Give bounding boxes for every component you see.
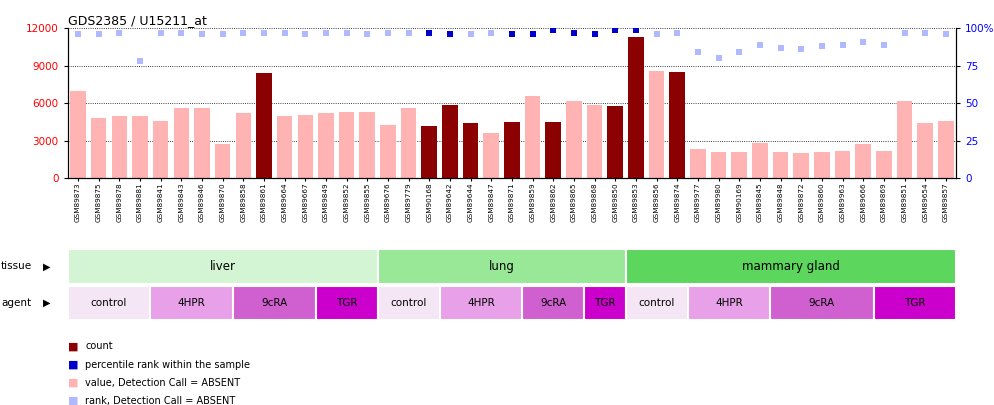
Text: control: control bbox=[90, 298, 127, 308]
Text: ▶: ▶ bbox=[43, 261, 51, 271]
Text: TGR: TGR bbox=[336, 298, 357, 308]
Bar bbox=[483, 133, 499, 178]
Bar bbox=[917, 123, 933, 178]
Bar bbox=[174, 108, 189, 178]
Bar bbox=[522, 286, 584, 320]
Text: control: control bbox=[638, 298, 675, 308]
Text: mammary gland: mammary gland bbox=[742, 260, 840, 273]
Text: ▶: ▶ bbox=[43, 298, 51, 308]
Bar bbox=[68, 286, 150, 320]
Text: ■: ■ bbox=[68, 360, 79, 369]
Text: liver: liver bbox=[210, 260, 236, 273]
Bar bbox=[525, 96, 541, 178]
Text: 9cRA: 9cRA bbox=[540, 298, 567, 308]
Bar bbox=[132, 116, 148, 178]
Bar bbox=[233, 286, 315, 320]
Bar bbox=[380, 124, 396, 178]
Text: ■: ■ bbox=[68, 396, 79, 405]
Bar bbox=[793, 153, 809, 178]
Bar bbox=[442, 104, 457, 178]
Text: TGR: TGR bbox=[594, 298, 615, 308]
Bar bbox=[732, 152, 746, 178]
Bar bbox=[938, 121, 953, 178]
Bar bbox=[401, 108, 416, 178]
Bar bbox=[874, 286, 956, 320]
Bar bbox=[690, 149, 706, 178]
Bar bbox=[770, 286, 874, 320]
Bar bbox=[153, 121, 168, 178]
Text: control: control bbox=[391, 298, 426, 308]
Bar bbox=[688, 286, 770, 320]
Text: GDS2385 / U15211_at: GDS2385 / U15211_at bbox=[68, 14, 207, 27]
Bar bbox=[752, 143, 767, 178]
Bar bbox=[194, 108, 210, 178]
Bar bbox=[835, 151, 850, 178]
Bar bbox=[897, 101, 912, 178]
Bar bbox=[68, 249, 378, 284]
Bar bbox=[256, 73, 271, 178]
Bar bbox=[150, 286, 233, 320]
Text: count: count bbox=[85, 341, 113, 351]
Text: 4HPR: 4HPR bbox=[178, 298, 206, 308]
Text: TGR: TGR bbox=[905, 298, 925, 308]
Bar bbox=[90, 118, 106, 178]
Bar bbox=[856, 145, 871, 178]
Bar bbox=[670, 72, 685, 178]
Bar bbox=[315, 286, 378, 320]
Bar bbox=[378, 249, 625, 284]
Bar bbox=[649, 71, 664, 178]
Bar bbox=[628, 37, 644, 178]
Text: 4HPR: 4HPR bbox=[467, 298, 495, 308]
Bar bbox=[711, 152, 727, 178]
Bar bbox=[236, 113, 251, 178]
Text: ■: ■ bbox=[68, 378, 79, 388]
Bar bbox=[318, 113, 334, 178]
Bar bbox=[772, 152, 788, 178]
Bar bbox=[421, 126, 437, 178]
Bar bbox=[567, 101, 581, 178]
Text: tissue: tissue bbox=[1, 261, 32, 271]
Text: lung: lung bbox=[489, 260, 515, 273]
Text: percentile rank within the sample: percentile rank within the sample bbox=[85, 360, 250, 369]
Text: 4HPR: 4HPR bbox=[715, 298, 743, 308]
Bar bbox=[586, 104, 602, 178]
Bar bbox=[215, 145, 231, 178]
Bar bbox=[378, 286, 439, 320]
Text: ■: ■ bbox=[68, 341, 79, 351]
Bar bbox=[814, 152, 830, 178]
Text: 9cRA: 9cRA bbox=[261, 298, 287, 308]
Bar bbox=[876, 151, 892, 178]
Text: rank, Detection Call = ABSENT: rank, Detection Call = ABSENT bbox=[85, 396, 236, 405]
Bar bbox=[607, 106, 623, 178]
Bar bbox=[339, 112, 354, 178]
Bar bbox=[625, 249, 956, 284]
Text: value, Detection Call = ABSENT: value, Detection Call = ABSENT bbox=[85, 378, 241, 388]
Bar bbox=[277, 116, 292, 178]
Bar bbox=[463, 123, 478, 178]
Bar bbox=[360, 112, 375, 178]
Bar bbox=[546, 122, 561, 178]
Text: agent: agent bbox=[1, 298, 31, 308]
Bar bbox=[297, 115, 313, 178]
Bar bbox=[439, 286, 522, 320]
Bar bbox=[504, 122, 520, 178]
Bar bbox=[71, 91, 85, 178]
Bar bbox=[584, 286, 625, 320]
Text: 9cRA: 9cRA bbox=[809, 298, 835, 308]
Bar bbox=[111, 116, 127, 178]
Bar bbox=[625, 286, 688, 320]
